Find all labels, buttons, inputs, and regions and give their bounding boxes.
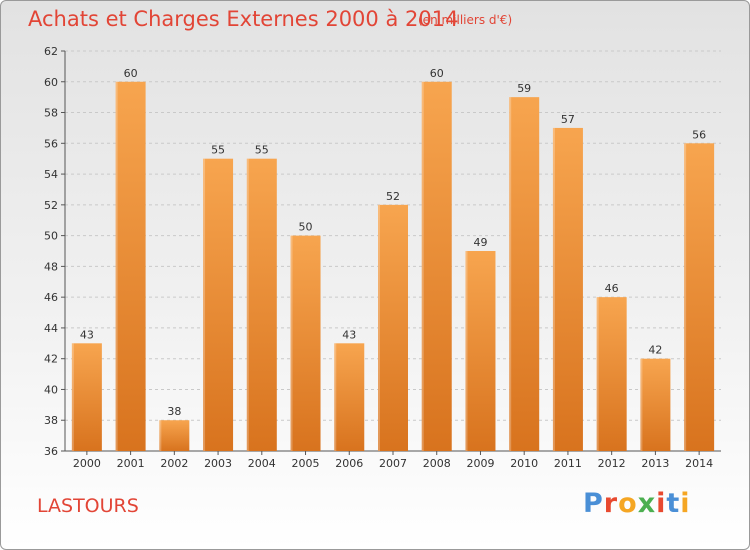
- bar-highlight: [203, 158, 206, 451]
- value-label-2003: 55: [211, 144, 225, 157]
- x-tick-label-2002: 2002: [160, 457, 188, 470]
- x-tick-label-2012: 2012: [598, 457, 626, 470]
- chart-title: Achats et Charges Externes 2000 à 2014: [28, 7, 459, 31]
- value-label-2008: 60: [430, 67, 444, 80]
- logo-letter: x: [637, 488, 657, 519]
- y-tick-label: 42: [44, 353, 58, 366]
- bar-highlight: [596, 297, 599, 451]
- bar-2006: [334, 343, 365, 451]
- value-label-2001: 60: [124, 67, 138, 80]
- bar-2003: [203, 158, 234, 451]
- bar-highlight: [290, 235, 293, 451]
- x-tick-label-2005: 2005: [292, 457, 320, 470]
- x-tick-label-2008: 2008: [423, 457, 451, 470]
- value-label-2013: 42: [648, 344, 662, 357]
- bar-2013: [640, 358, 671, 451]
- y-tick-label: 62: [44, 45, 58, 58]
- x-tick-label-2007: 2007: [379, 457, 407, 470]
- place-name: LASTOURS: [37, 495, 139, 517]
- value-label-2006: 43: [342, 328, 356, 341]
- bar-highlight: [552, 127, 555, 451]
- x-tick-label-2013: 2013: [641, 457, 669, 470]
- bar-2005: [290, 235, 321, 451]
- x-tick-label-2011: 2011: [554, 457, 582, 470]
- y-tick-label: 46: [44, 291, 58, 304]
- y-tick-label: 36: [44, 445, 58, 458]
- bar-highlight: [684, 143, 687, 452]
- value-label-2009: 49: [473, 236, 487, 249]
- value-label-2010: 59: [517, 82, 531, 95]
- x-tick-label-2014: 2014: [685, 457, 713, 470]
- y-tick-label: 40: [44, 383, 58, 396]
- bar-highlight: [640, 358, 643, 451]
- bar-highlight: [509, 97, 512, 452]
- bar-highlight: [334, 343, 337, 451]
- y-tick-label: 54: [44, 168, 58, 181]
- x-tick-label-2004: 2004: [248, 457, 276, 470]
- x-tick-label-2009: 2009: [466, 457, 494, 470]
- value-label-2004: 55: [255, 144, 269, 157]
- axes: 36 38 40 42 44 46 48 50 52 54 56 58 60 62 2000 2001 2002…: [44, 45, 721, 470]
- bar-highlight: [378, 204, 380, 451]
- x-tick-label-2001: 2001: [117, 457, 145, 470]
- bar-2014: [684, 143, 715, 452]
- bar-highlight: [246, 158, 249, 451]
- x-tick-label-2006: 2006: [335, 457, 363, 470]
- logo-letter: i: [656, 488, 667, 519]
- value-label-2005: 50: [299, 221, 313, 234]
- unit-note: (en milliers d'€): [418, 13, 513, 27]
- bar-highlight: [421, 81, 424, 452]
- y-tick-label: 60: [44, 76, 58, 89]
- y-tick-label: 48: [44, 260, 58, 273]
- y-tick-label: 58: [44, 107, 58, 120]
- value-label-2012: 46: [605, 282, 619, 295]
- x-tick-label-2000: 2000: [73, 457, 101, 470]
- y-tick-label: 50: [44, 230, 58, 243]
- y-tick-label: 52: [44, 199, 58, 212]
- value-label-2000: 43: [80, 328, 94, 341]
- bar-2009: [465, 251, 496, 451]
- value-label-2011: 57: [561, 113, 575, 126]
- logo-letter: o: [618, 488, 638, 519]
- value-label-2014: 56: [692, 128, 706, 141]
- proxiti-logo[interactable]: Proxiti: [583, 488, 691, 519]
- bar-highlight: [159, 420, 162, 451]
- bar-2012: [596, 297, 627, 451]
- x-tick-label-2010: 2010: [510, 457, 538, 470]
- bars: [71, 81, 715, 452]
- bar-2001: [115, 81, 146, 452]
- bar-2011: [552, 127, 583, 451]
- y-tick-label: 38: [44, 414, 58, 427]
- bar-2007: [378, 204, 408, 451]
- y-tick-label: 44: [44, 322, 58, 335]
- bar-2010: [509, 97, 540, 452]
- bar-2000: [71, 343, 102, 451]
- labels: 43 60 38 55 55 50 43 52 60 49 59 57 46 42 56: [80, 67, 706, 418]
- logo-letter: P: [583, 488, 604, 519]
- bar-2004: [246, 158, 277, 451]
- bar-highlight: [71, 343, 74, 451]
- bar-2002: [159, 420, 190, 451]
- y-tick-label: 56: [44, 137, 58, 150]
- bar-2008: [421, 81, 452, 452]
- logo-letter: r: [603, 488, 619, 519]
- logo-letter: i: [680, 488, 691, 519]
- value-label-2007: 52: [386, 190, 400, 203]
- logo-letter: t: [666, 488, 681, 519]
- x-tick-label-2003: 2003: [204, 457, 232, 470]
- value-label-2002: 38: [167, 405, 181, 418]
- bar-highlight: [465, 251, 468, 451]
- bar-highlight: [115, 81, 118, 452]
